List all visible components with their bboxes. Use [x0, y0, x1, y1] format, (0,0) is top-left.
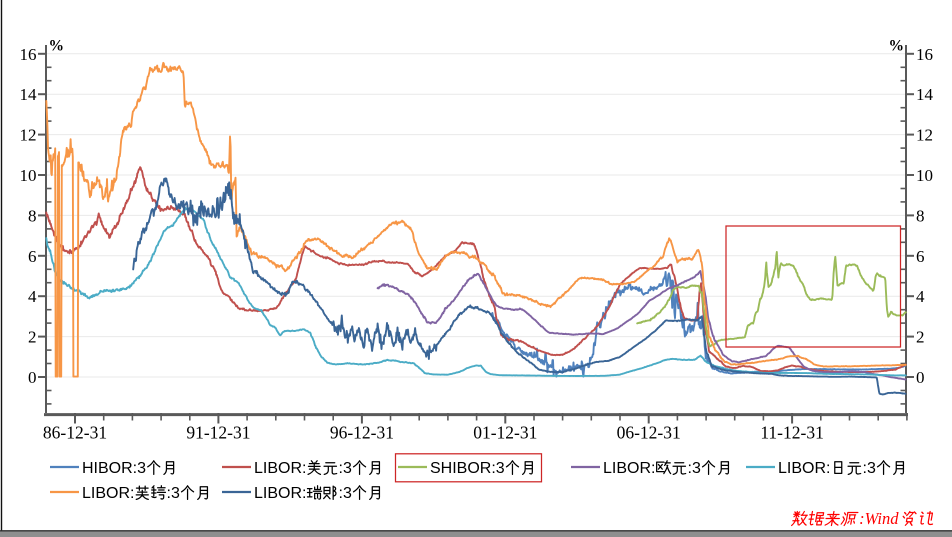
svg-text:LIBOR:: LIBOR:: [254, 460, 306, 477]
svg-text:96-12-31: 96-12-31: [330, 423, 394, 443]
svg-text:%: %: [49, 38, 65, 55]
svg-text:91-12-31: 91-12-31: [186, 423, 250, 443]
svg-text:16: 16: [916, 45, 933, 64]
svg-text:LIBOR:: LIBOR:: [778, 460, 830, 477]
svg-text:0: 0: [28, 368, 37, 387]
svg-text:LIBOR:: LIBOR:: [603, 460, 655, 477]
svg-text:LIBOR:: LIBOR:: [82, 485, 134, 502]
svg-text:%: %: [889, 38, 905, 55]
svg-text::Wind: :Wind: [859, 509, 899, 528]
svg-text:11-12-31: 11-12-31: [760, 423, 824, 443]
svg-text:LIBOR:: LIBOR:: [254, 485, 306, 502]
svg-text:0: 0: [916, 368, 925, 387]
svg-text:2: 2: [916, 328, 925, 347]
svg-text::3: :3: [167, 485, 180, 502]
svg-text:14: 14: [916, 85, 934, 104]
svg-text:12: 12: [20, 126, 37, 145]
svg-text:14: 14: [20, 85, 38, 104]
svg-text::3: :3: [339, 460, 352, 477]
svg-text:01-12-31: 01-12-31: [473, 423, 537, 443]
svg-text:8: 8: [916, 206, 925, 225]
svg-text:2: 2: [28, 328, 37, 347]
svg-text::3: :3: [339, 485, 352, 502]
svg-text:10: 10: [916, 166, 933, 185]
svg-text::3: :3: [688, 460, 701, 477]
svg-text:6: 6: [28, 247, 37, 266]
svg-text::3: :3: [863, 460, 876, 477]
svg-text:6: 6: [916, 247, 925, 266]
svg-text:06-12-31: 06-12-31: [617, 423, 681, 443]
svg-text:4: 4: [28, 287, 37, 306]
svg-text:8: 8: [28, 206, 37, 225]
svg-text:HIBOR:3: HIBOR:3: [82, 460, 146, 477]
svg-text:4: 4: [916, 287, 925, 306]
svg-text:86-12-31: 86-12-31: [43, 423, 107, 443]
svg-text:10: 10: [20, 166, 37, 185]
svg-text:SHIBOR:3: SHIBOR:3: [430, 460, 505, 477]
svg-text:12: 12: [916, 126, 933, 145]
svg-text:16: 16: [20, 45, 37, 64]
